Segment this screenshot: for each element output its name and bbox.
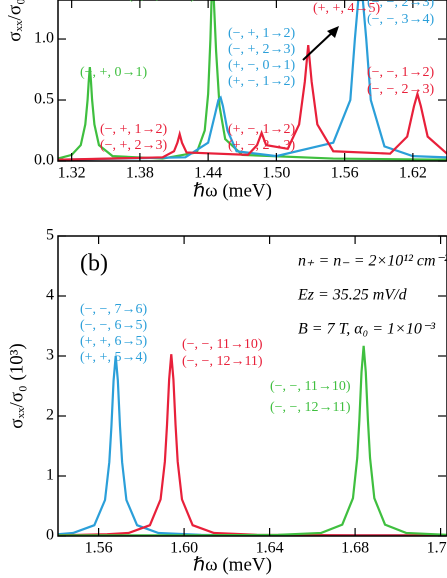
x-tick-label: 1.38 (126, 165, 154, 182)
annotation: (−, −, 11→10) (270, 379, 351, 394)
annotation: (−, +, 1→2) (228, 26, 295, 41)
curve (58, 354, 447, 536)
annotation: (−, −, 7→6) (80, 302, 147, 317)
x-tick-label: 1.60 (170, 540, 198, 557)
y-tick-label: 1.0 (34, 30, 54, 47)
y-axis-title: σₓₓ/σ₀ (4, 0, 25, 42)
x-axis-title: ℏω (meV) (193, 180, 272, 201)
annotation: (−, −, 11→10) (182, 337, 263, 352)
x-tick-label: 1.62 (399, 165, 427, 182)
x-tick-label: 1.56 (85, 540, 113, 557)
y-tick-label: 4 (46, 287, 54, 304)
axes-frame (57, 0, 447, 162)
annotation: n₊ = n₋ = 2×10¹² cm⁻² (298, 253, 447, 270)
curve (58, 345, 447, 536)
annotation: (−, −, 12→11) (182, 354, 263, 369)
panel-label: (b) (80, 251, 108, 277)
annotation: (+, −, 2→3) (228, 138, 295, 153)
x-tick-label: 1.72 (427, 540, 447, 557)
y-tick-label: 1 (46, 467, 54, 484)
annotation: (−, −, 1→2) (367, 65, 434, 80)
y-tick-label: 2 (46, 407, 54, 424)
curve (58, 0, 447, 161)
annotation: (−, −, 6→5) (80, 318, 147, 333)
arrow-shaft (302, 28, 337, 61)
annotation: (−, +, 2→3) (100, 138, 167, 153)
y-axis-title: σₓₓ/σ₀ (10³) (6, 343, 27, 429)
arrow-head (327, 26, 339, 38)
y-tick-label: 0 (46, 527, 54, 544)
y-tick-label: 0.5 (34, 91, 54, 108)
annotation: (−, +, 2→3) (228, 42, 295, 57)
x-axis-title: ℏω (meV) (193, 554, 272, 575)
annotation: Ez = 35.25 mV/d (297, 287, 408, 304)
plot-area (58, 345, 447, 536)
x-tick-label: 1.56 (331, 165, 359, 182)
y-tick-label: 3 (46, 347, 54, 364)
annotation: (+, +, 5→4) (80, 350, 147, 365)
annotation: (+, +, 7→8) (128, 0, 195, 3)
annotation: (+, −, 0→1) (228, 58, 295, 73)
annotation: (−, +, 0→1) (80, 65, 147, 80)
y-tick-label: 0.0 (34, 152, 54, 169)
annotation: (+, +, 4→5) (313, 1, 380, 16)
axes-frame (57, 235, 447, 537)
curve (58, 45, 447, 161)
annotation: (+, −, 1→2) (228, 122, 295, 137)
x-tick-label: 1.64 (256, 540, 284, 557)
y-tick-label: 5 (46, 227, 54, 244)
annotation: (−, +, 1→2) (100, 122, 167, 137)
curve (58, 355, 447, 536)
annotation: (+, −, 1→2) (228, 74, 295, 89)
annotation: (−, −, 2→3) (367, 0, 434, 10)
x-tick-label: 1.32 (58, 165, 86, 182)
plot-area (58, 0, 447, 161)
x-tick-label: 1.50 (262, 165, 290, 182)
annotation: (−, −, 2→3) (367, 82, 434, 97)
x-tick-label: 1.68 (341, 540, 369, 557)
x-tick-label: 1.44 (194, 165, 222, 182)
annotation: (−, −, 3→4) (367, 12, 434, 27)
annotation: (+, +, 6→5) (80, 334, 147, 349)
annotation: (−, −, 12→11) (270, 400, 351, 415)
annotation: B = 7 T, α₀ = 1×10⁻³ (298, 321, 435, 338)
